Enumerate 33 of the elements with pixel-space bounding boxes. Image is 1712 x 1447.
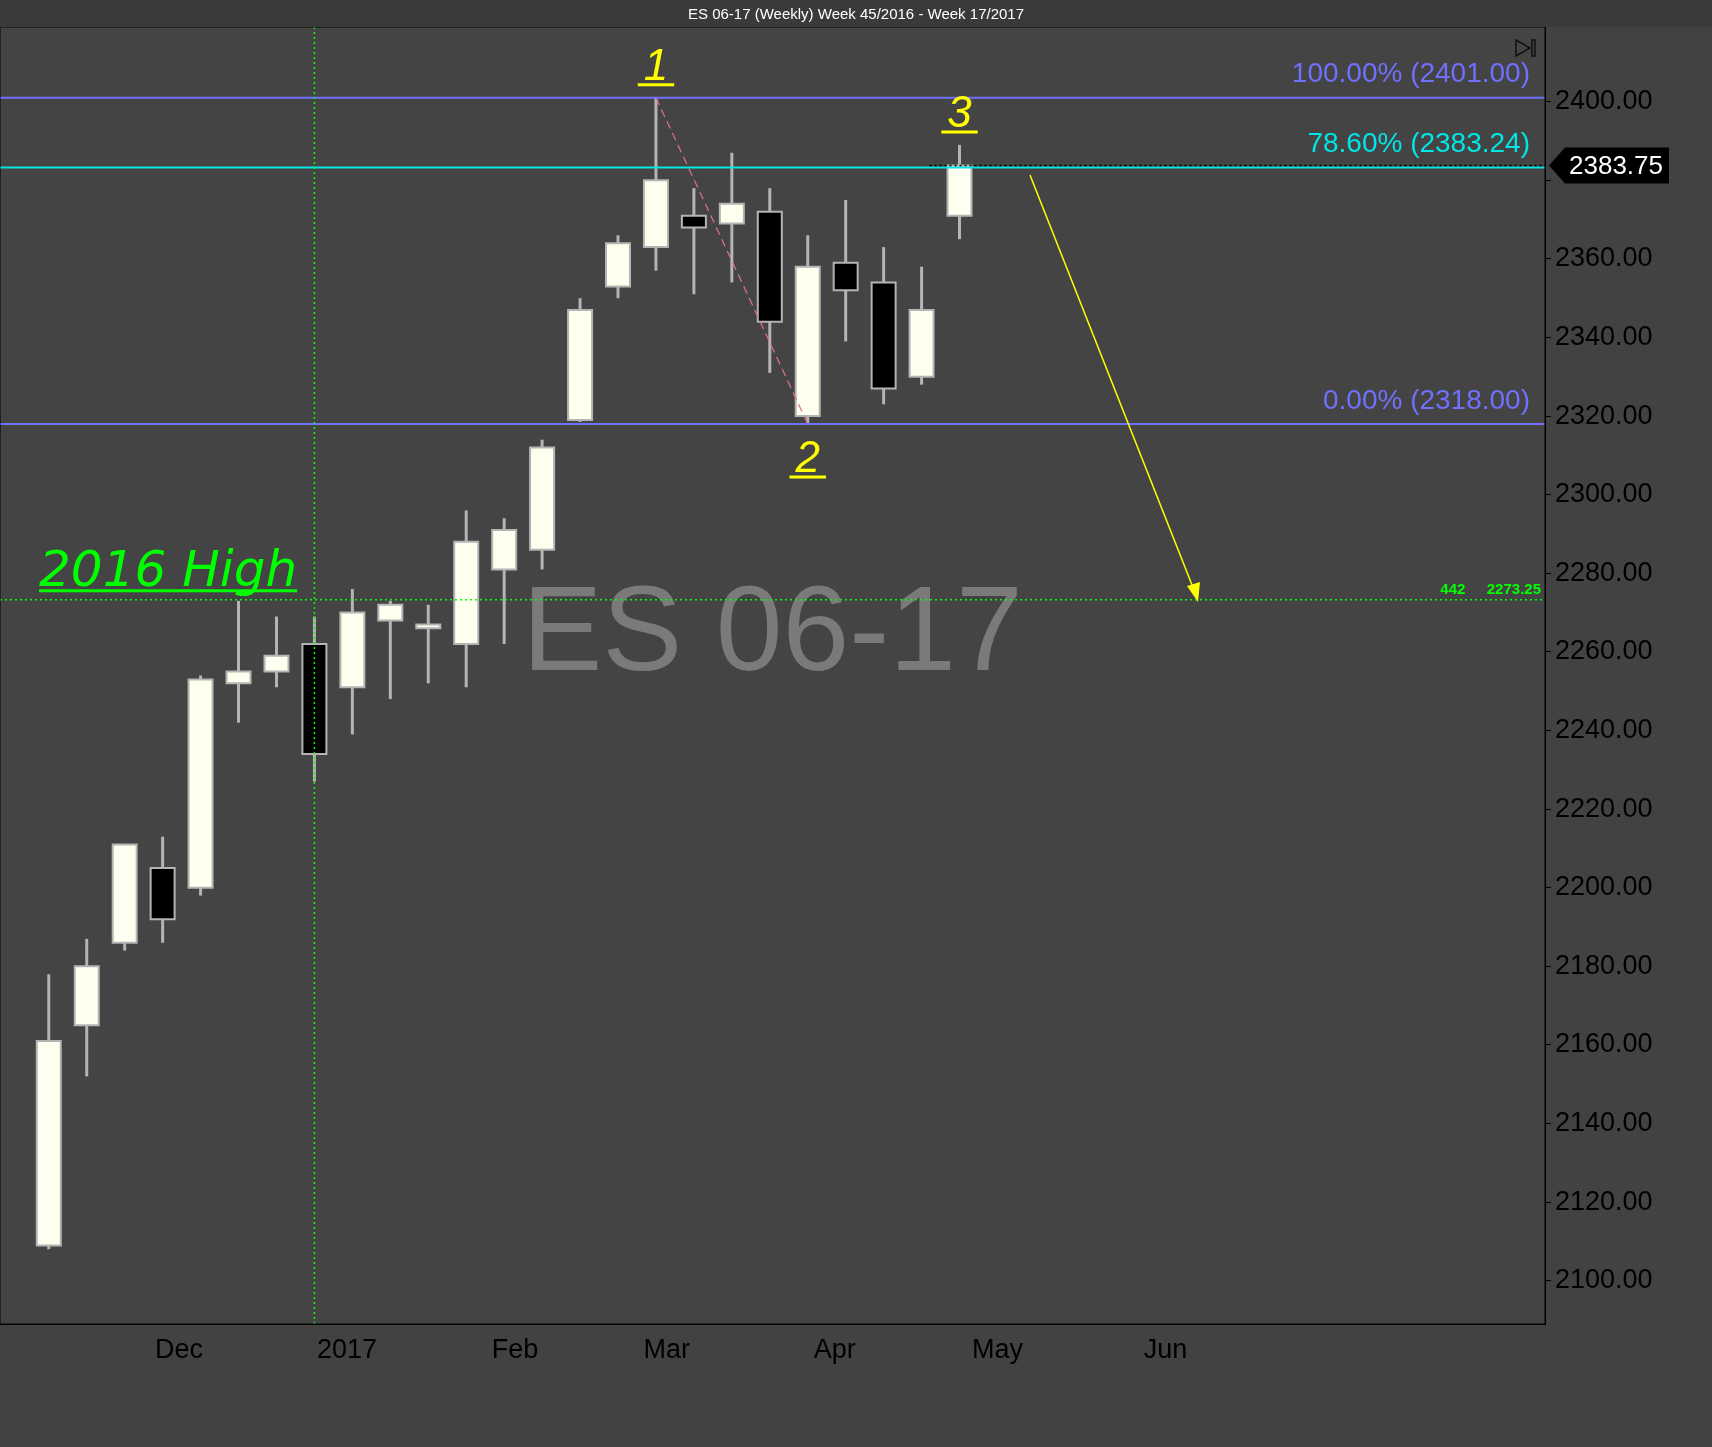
- y-tick-label: 2320.00: [1555, 399, 1653, 430]
- x-tick-label: Dec: [154, 1333, 203, 1364]
- ref-line-label: 2383.75: [1569, 149, 1663, 180]
- y-tick-label: 2160.00: [1555, 1028, 1653, 1059]
- y-tick-label: 2300.00: [1555, 478, 1653, 509]
- y-tick-label: 2140.00: [1555, 1107, 1653, 1138]
- y-tick-label: 2260.00: [1555, 635, 1653, 666]
- y-tick-label: 2120.00: [1555, 1185, 1653, 1216]
- x-tick-label: Feb: [491, 1333, 539, 1364]
- y-tick-label: 2340.00: [1555, 320, 1653, 351]
- y-tick-label: 2180.00: [1555, 949, 1653, 980]
- y-tick-label: 2220.00: [1555, 792, 1653, 823]
- y-tick-label: 2280.00: [1555, 556, 1653, 587]
- annotation: 3: [947, 86, 973, 136]
- annotation: 2: [794, 431, 820, 481]
- x-tick-label: Mar: [643, 1333, 691, 1364]
- x-tick-label: Jun: [1143, 1333, 1188, 1364]
- y-tick-label: 2400.00: [1555, 85, 1653, 116]
- y-tick-label: 2200.00: [1555, 871, 1653, 902]
- annotation: 1: [643, 39, 669, 89]
- x-tick-label: Apr: [813, 1333, 856, 1364]
- ref-line-label: 0.00% (2318.00): [1322, 383, 1530, 415]
- y-tick-label: 2360.00: [1555, 242, 1653, 273]
- ref-line-label: 2273.25: [1486, 580, 1541, 598]
- ref-line-label: 78.60% (2383.24): [1307, 127, 1530, 159]
- y-tick-label: 2100.00: [1555, 1264, 1653, 1295]
- ref-line-label: 100.00% (2401.00): [1291, 57, 1530, 89]
- chart-title: ES 06-17 (Weekly) Week 45/2016 - Week 17/2017: [0, 0, 1712, 27]
- annotation: 2016 High: [39, 539, 298, 598]
- annotation: 442: [1440, 580, 1466, 598]
- x-tick-label: 2017: [316, 1333, 377, 1364]
- x-tick-label: May: [971, 1333, 1024, 1364]
- y-tick-label: 2240.00: [1555, 713, 1653, 744]
